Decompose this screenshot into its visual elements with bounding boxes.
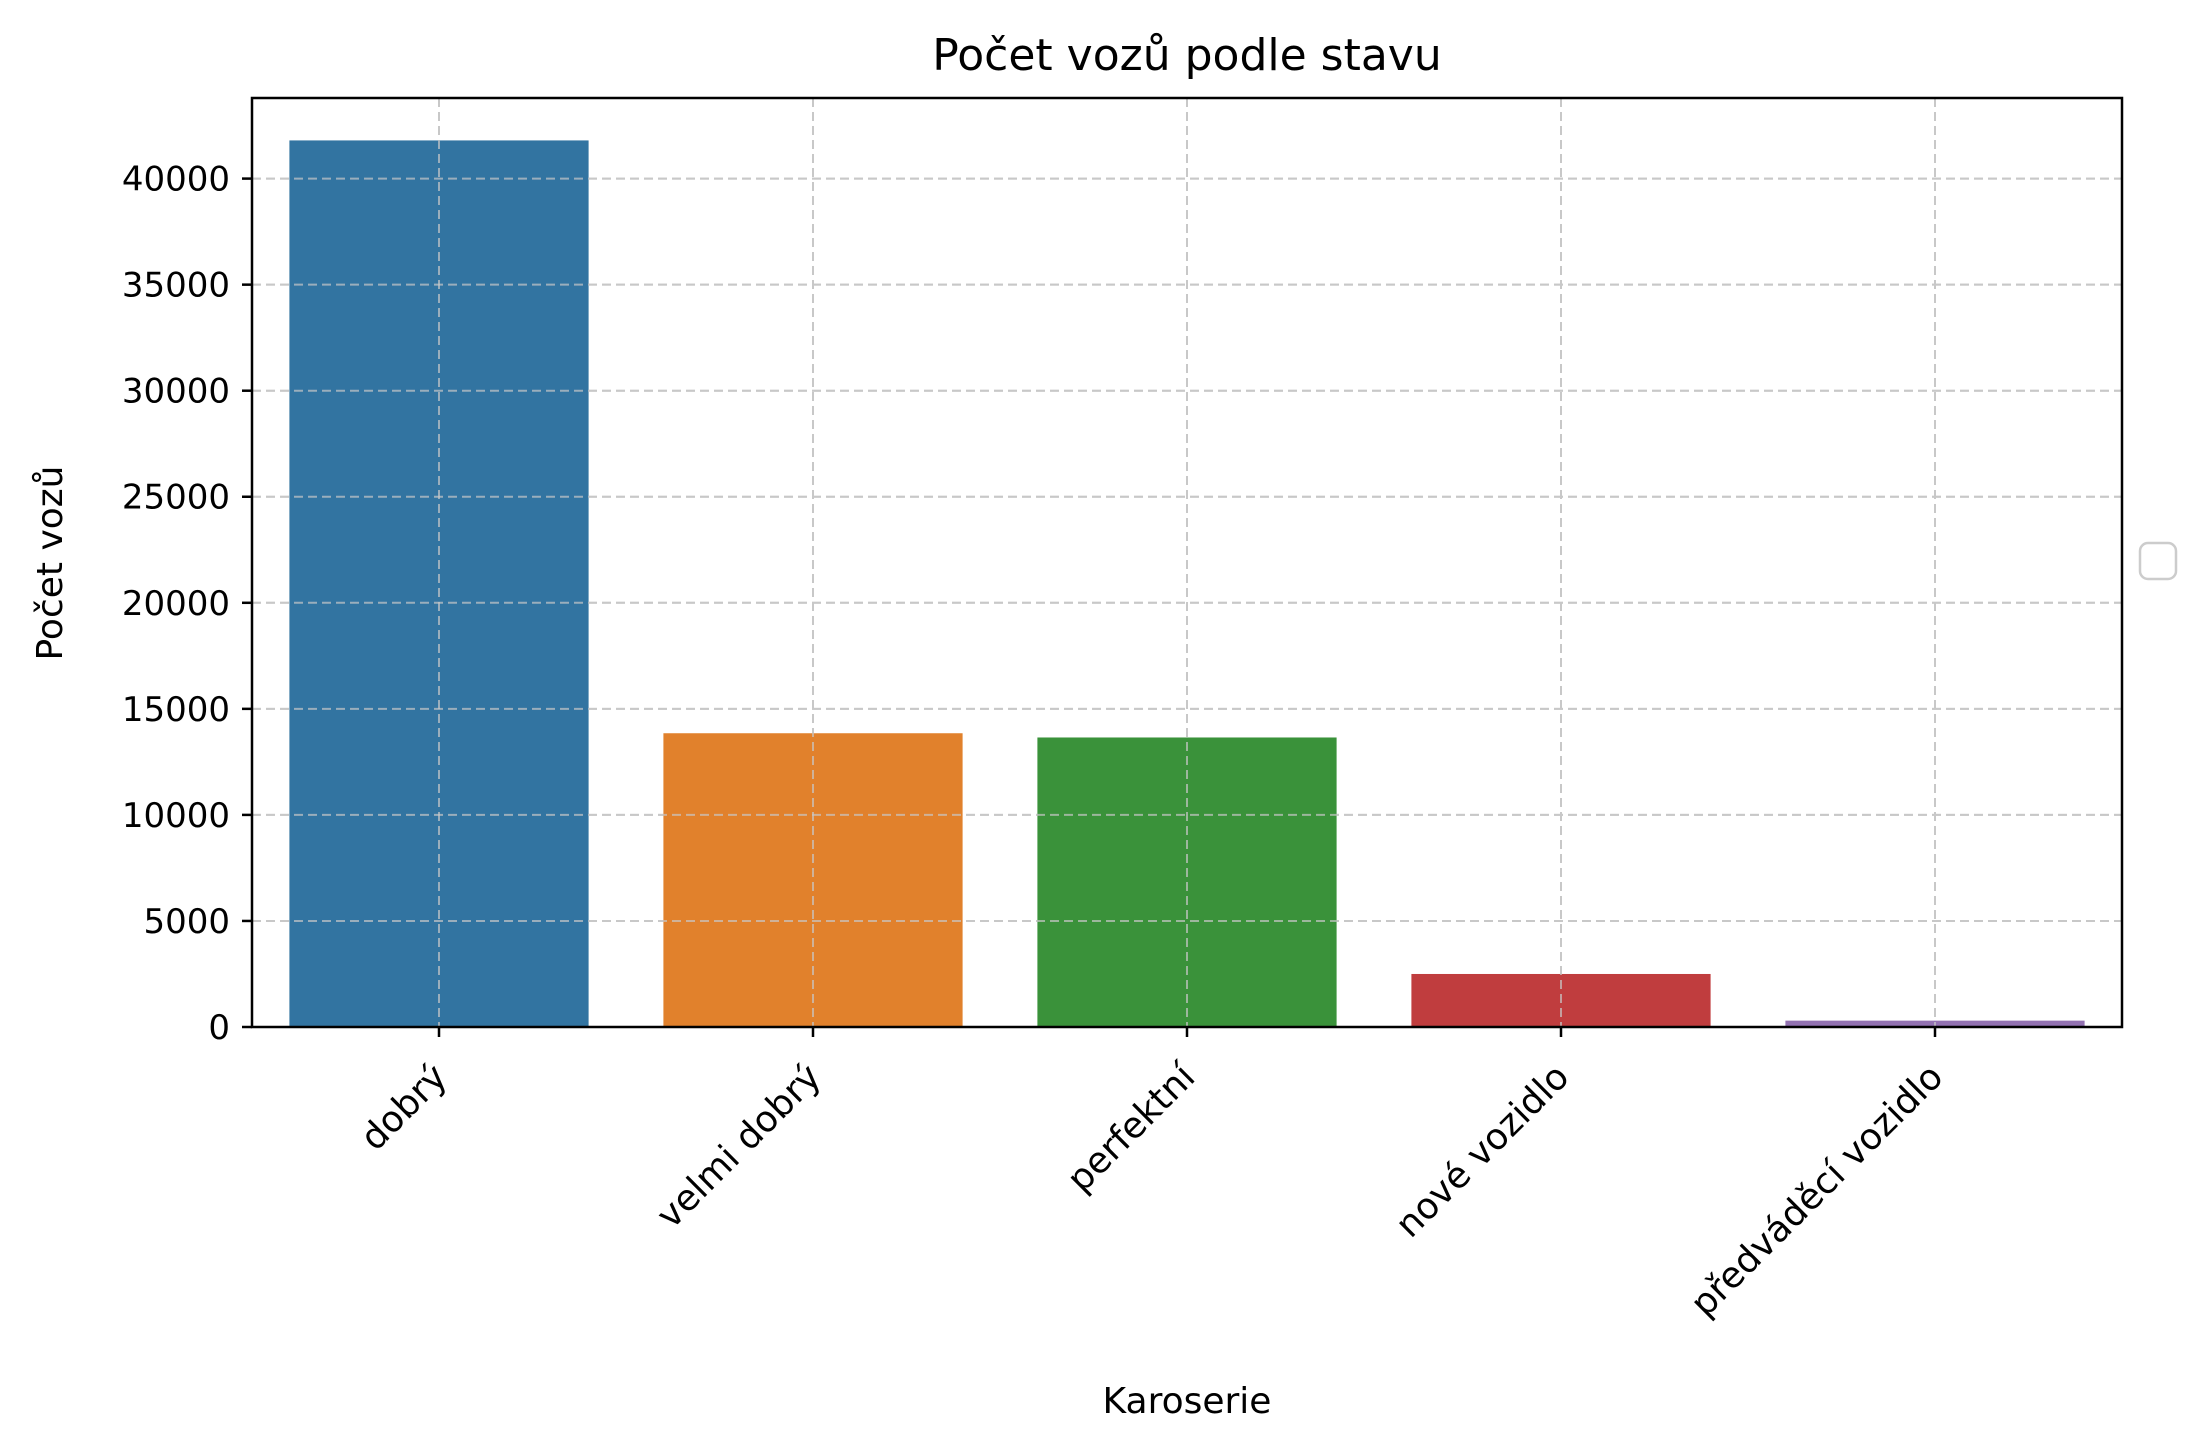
bars [252, 98, 2122, 1028]
x-axis-label: Karoserie [1103, 1381, 1272, 1422]
y-tick-label: 15000 [122, 690, 230, 730]
y-tick-label: 20000 [122, 584, 230, 624]
legend-box [2138, 541, 2178, 581]
y-axis-ticks: 0 5000 10000 15000 20000 25000 30000 35000 40000 [122, 160, 252, 1048]
y-tick-label: 35000 [122, 266, 230, 306]
y-tick-label: 10000 [122, 796, 230, 836]
y-tick-label: 0 [208, 1008, 230, 1048]
y-tick-label: 30000 [122, 372, 230, 412]
y-tick-label: 25000 [122, 478, 230, 518]
y-axis-label: Počet vozů [30, 466, 71, 661]
y-tick-label: 40000 [122, 160, 230, 200]
y-tick-label: 5000 [143, 902, 230, 942]
chart-title: Počet vozů podle stavu [932, 30, 1441, 81]
bar-1 [663, 733, 963, 1027]
